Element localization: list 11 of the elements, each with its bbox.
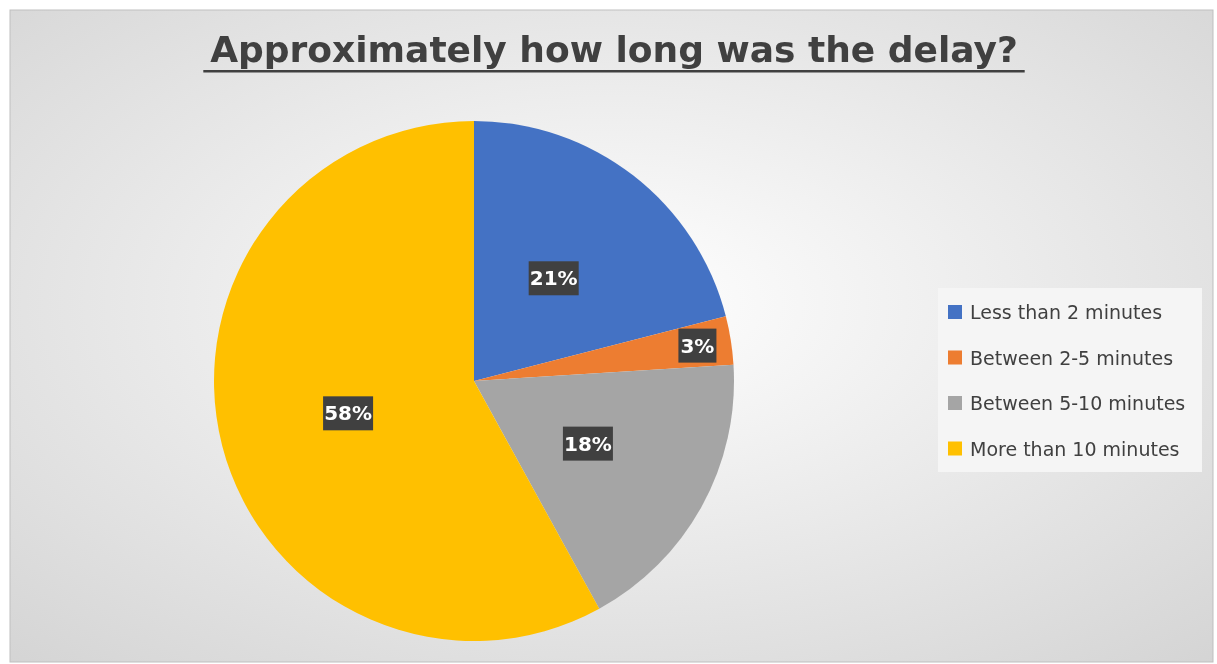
legend-label: Between 2-5 minutes [970, 346, 1174, 369]
data-label: 58% [324, 401, 373, 426]
chart-title: Approximately how long was the delay? [210, 29, 1018, 70]
data-label: 18% [563, 431, 612, 456]
legend-label: Between 5-10 minutes [970, 392, 1186, 414]
legend-label: Less than 2 minutes [970, 301, 1163, 323]
legend-label: More than 10 minutes [970, 437, 1180, 460]
data-label: 21% [529, 266, 578, 291]
pie-slice [474, 364, 734, 609]
data-label: 3% [680, 333, 715, 358]
pie-slice [474, 121, 726, 381]
